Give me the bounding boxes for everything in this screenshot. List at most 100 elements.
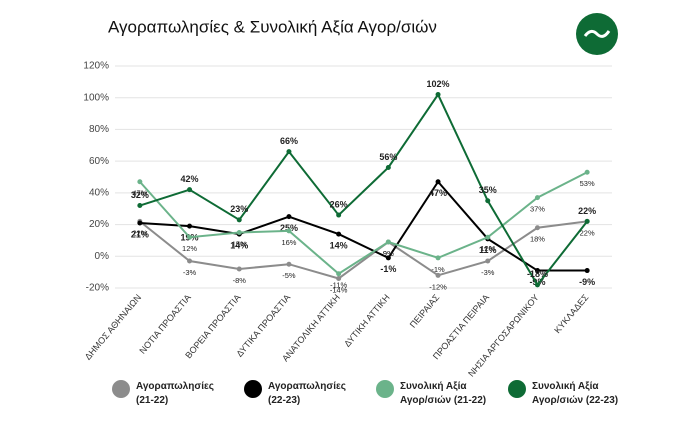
data-point: [435, 272, 441, 278]
data-label: 14%: [330, 240, 348, 250]
data-label: 102%: [427, 79, 450, 89]
legend-item: Αγοραπωλησίες (22-23): [244, 380, 362, 408]
data-label: 35%: [479, 185, 497, 195]
y-tick-label: 0%: [95, 251, 110, 262]
data-point: [137, 203, 143, 209]
legend: Αγοραπωλησίες (21-22) Αγοραπωλησίες (22-2…: [112, 380, 632, 408]
y-tick-label: 100%: [83, 92, 109, 103]
legend-swatch: [376, 380, 394, 398]
data-label: 21%: [131, 229, 149, 239]
series-line: [139, 171, 588, 275]
data-point: [385, 255, 391, 261]
data-label: 23%: [230, 204, 248, 214]
y-tick-label: -20%: [86, 283, 109, 294]
data-point: [534, 225, 540, 231]
data-label: -9%: [529, 277, 545, 287]
legend-label: Συνολική Αξία Αγορ/σιών (21-22): [400, 381, 487, 406]
x-tick-label: ΚΥΚΛΑΔΕΣ: [552, 292, 591, 335]
data-point: [534, 195, 540, 201]
data-point: [385, 239, 391, 245]
data-point: [485, 198, 491, 204]
data-label: 22%: [132, 228, 147, 237]
x-tick-label: ΠΡΟΑΣΤΙΑ ΠΕΙΡΑΙΑ: [431, 292, 491, 361]
data-point: [336, 275, 342, 281]
x-tick-label: ΔΗΜΟΣ ΑΘΗΝΑΙΩΝ: [83, 292, 143, 361]
data-label: 53%: [580, 179, 595, 188]
data-label: 11%: [479, 245, 497, 255]
data-point: [336, 231, 342, 237]
data-point: [435, 255, 441, 261]
data-label: -18%: [527, 269, 548, 279]
y-tick-label: 20%: [89, 219, 109, 230]
data-point: [286, 149, 292, 155]
legend-item: Αγοραπωλησίες (21-22): [112, 380, 230, 408]
data-point: [286, 228, 292, 234]
data-label: 22%: [580, 228, 595, 237]
data-label: -8%: [233, 276, 247, 285]
data-label: -11%: [330, 281, 347, 290]
data-label: -1%: [380, 264, 396, 274]
data-point: [137, 220, 143, 226]
data-point: [485, 258, 491, 264]
data-label: 47%: [429, 188, 447, 198]
series-line: [139, 92, 588, 287]
data-point: [385, 164, 391, 170]
legend-swatch: [244, 380, 262, 398]
x-tick-label: ΔΥΤΙΚΗ ΑΤΤΙΚΗ: [342, 292, 392, 348]
data-label: 32%: [131, 190, 149, 200]
data-point: [534, 282, 540, 288]
y-tick-label: 40%: [89, 187, 109, 198]
data-label: 12%: [182, 244, 197, 253]
data-label: 9%: [383, 249, 394, 258]
data-point: [485, 234, 491, 240]
data-point: [137, 179, 143, 185]
data-label: -14%: [330, 285, 348, 294]
data-point: [336, 271, 342, 277]
data-point: [236, 230, 242, 235]
data-label: 9%: [383, 249, 394, 258]
data-point: [187, 187, 193, 193]
data-point: [187, 258, 193, 264]
data-point: [584, 268, 590, 274]
data-label: -3%: [183, 268, 197, 277]
chart-title: Αγοραπωλησίες & Συνολική Αξία Αγορ/σιών: [108, 17, 437, 36]
data-label: -12%: [429, 282, 447, 291]
data-label: -3%: [481, 268, 495, 277]
legend-swatch: [112, 380, 130, 398]
data-label: 15%: [232, 239, 247, 248]
data-point: [584, 169, 590, 175]
series-line: [139, 220, 588, 280]
data-point: [584, 218, 590, 224]
data-label: 66%: [280, 136, 298, 146]
data-label: -9%: [579, 277, 595, 287]
data-label: 18%: [530, 235, 545, 244]
data-label: 25%: [280, 223, 298, 233]
y-tick-label: 120%: [83, 61, 109, 72]
legend-swatch: [508, 380, 526, 398]
data-label: -5%: [282, 271, 296, 280]
data-label: 47%: [132, 189, 147, 198]
legend-item: Συνολική Αξία Αγορ/σιών (21-22): [376, 380, 494, 408]
y-tick-label: 80%: [89, 124, 109, 135]
data-point: [286, 261, 292, 267]
x-tick-label: ΝΟΤΙΑ ΠΡΟΑΣΤΙΑ: [137, 292, 192, 355]
data-label: -1%: [431, 265, 445, 274]
data-point: [435, 92, 441, 98]
data-label: 56%: [379, 152, 397, 162]
data-point: [534, 268, 540, 274]
data-point: [435, 179, 441, 185]
data-label: 22%: [578, 206, 596, 216]
series-line: [139, 180, 588, 272]
data-point: [336, 212, 342, 218]
legend-item: Συνολική Αξία Αγορ/σιών (22-23): [508, 380, 626, 408]
x-tick-label: ΒΟΡΕΙΑ ΠΡΟΑΣΤΙΑ: [183, 292, 242, 360]
legend-label: Αγοραπωλησίες (21-22): [136, 381, 214, 406]
data-point: [187, 223, 193, 229]
data-point: [236, 217, 242, 223]
legend-label: Αγοραπωλησίες (22-23): [268, 381, 346, 406]
x-tick-label: ΠΕΙΡΑΙΑΣ: [408, 292, 442, 330]
data-label: 12%: [480, 244, 495, 253]
logo: [576, 13, 618, 55]
x-tick-label: ΑΝΑΤΟΛΙΚΗ ΑΤΤΙΚΗ: [280, 292, 342, 363]
